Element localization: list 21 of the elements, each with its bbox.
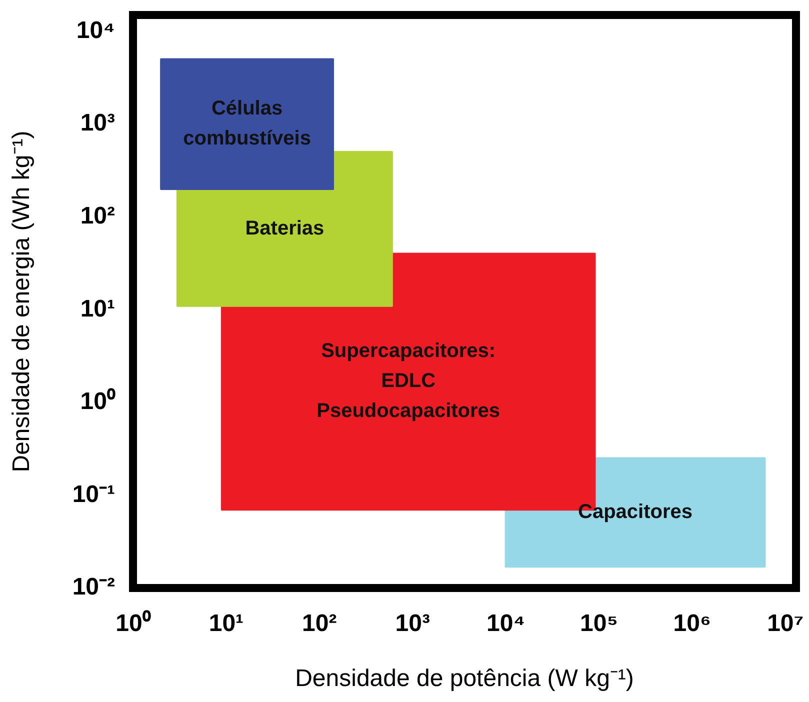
y-tick-label: 10² [80, 202, 116, 230]
y-tick-label: 10⁰ [80, 388, 116, 416]
x-tick-label: 10⁰ [116, 610, 152, 638]
y-tick-label: 10⁻¹ [72, 480, 116, 508]
x-axis-title: Densidade de potência (W kg⁻¹) [295, 665, 634, 692]
series-label: Capacitores [578, 500, 692, 523]
y-axis-title: Densidade de energia (Wh kg⁻¹) [8, 130, 36, 472]
y-tick-label: 10¹ [80, 295, 116, 322]
x-tick-label: 10⁵ [580, 610, 618, 638]
x-tick-label: 10⁴ [486, 610, 526, 638]
y-tick-label: 10⁻² [72, 574, 116, 601]
x-tick-label: 10² [302, 610, 337, 638]
y-tick-label: 10⁴ [76, 16, 115, 44]
x-tick-label: 10⁷ [767, 610, 804, 638]
y-tick-label: 10³ [80, 110, 116, 137]
series-label: Baterias [245, 217, 324, 240]
x-tick-label: 10¹ [208, 610, 244, 638]
x-tick-label: 10³ [395, 610, 430, 638]
series-label: Supercapacitores: EDLC Pseudocapacitores [316, 340, 500, 422]
series-label: Células combustíveis [183, 98, 311, 150]
x-tick-label: 10⁶ [673, 610, 712, 638]
